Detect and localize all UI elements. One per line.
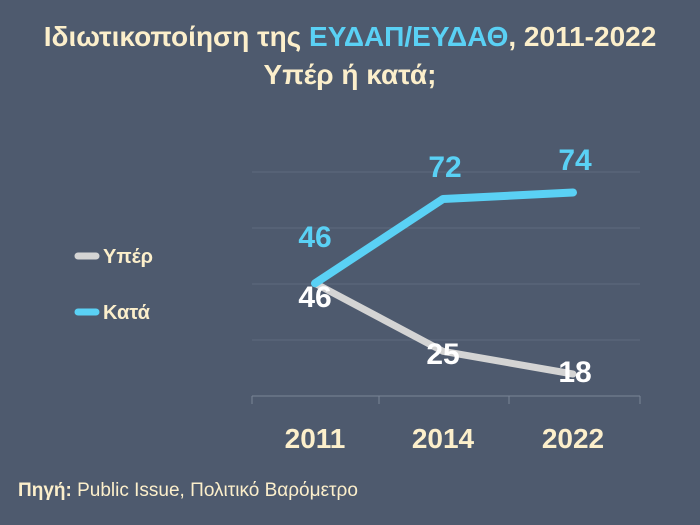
title-line-1: Ιδιωτικοποίηση της ΕΥΔΑΠ/ΕΥΔΑΘ, 2011-202… bbox=[0, 18, 700, 56]
series-line-yper bbox=[311, 279, 577, 378]
data-label-yper-2014: 25 bbox=[426, 338, 459, 371]
data-label-kata-2022: 74 bbox=[558, 144, 592, 177]
source-note: Πηγή: Public Issue, Πολιτικό Βαρόμετρο bbox=[18, 480, 358, 502]
source-text: Public Issue, Πολιτικό Βαρόμετρο bbox=[71, 480, 358, 501]
title-part-1: Ιδιωτικοποίηση της bbox=[43, 21, 310, 52]
legend-label-yper: Υπέρ bbox=[103, 246, 153, 268]
title-line-2: Υπέρ ή κατά; bbox=[263, 59, 437, 90]
title-highlight: ΕΥΔΑΠ/ΕΥΔΑΘ bbox=[309, 21, 509, 52]
title-part-2: , 2011-2022 bbox=[508, 21, 657, 52]
legend-label-kata: Κατά bbox=[103, 302, 151, 324]
data-label-yper-2022: 18 bbox=[558, 356, 591, 389]
x-tick-label-2022: 2022 bbox=[542, 423, 604, 454]
x-tick-label-2011: 2011 bbox=[285, 423, 346, 454]
data-label-kata-2014: 72 bbox=[428, 151, 461, 184]
source-label: Πηγή: bbox=[18, 480, 72, 501]
data-label-yper-2011: 46 bbox=[298, 281, 331, 314]
series-line-kata bbox=[311, 188, 577, 288]
x-tick-label-2014: 2014 bbox=[412, 423, 475, 454]
chart-title: Ιδιωτικοποίηση της ΕΥΔΑΠ/ΕΥΔΑΘ, 2011-202… bbox=[0, 18, 700, 94]
data-label-kata-2011: 46 bbox=[298, 221, 331, 254]
